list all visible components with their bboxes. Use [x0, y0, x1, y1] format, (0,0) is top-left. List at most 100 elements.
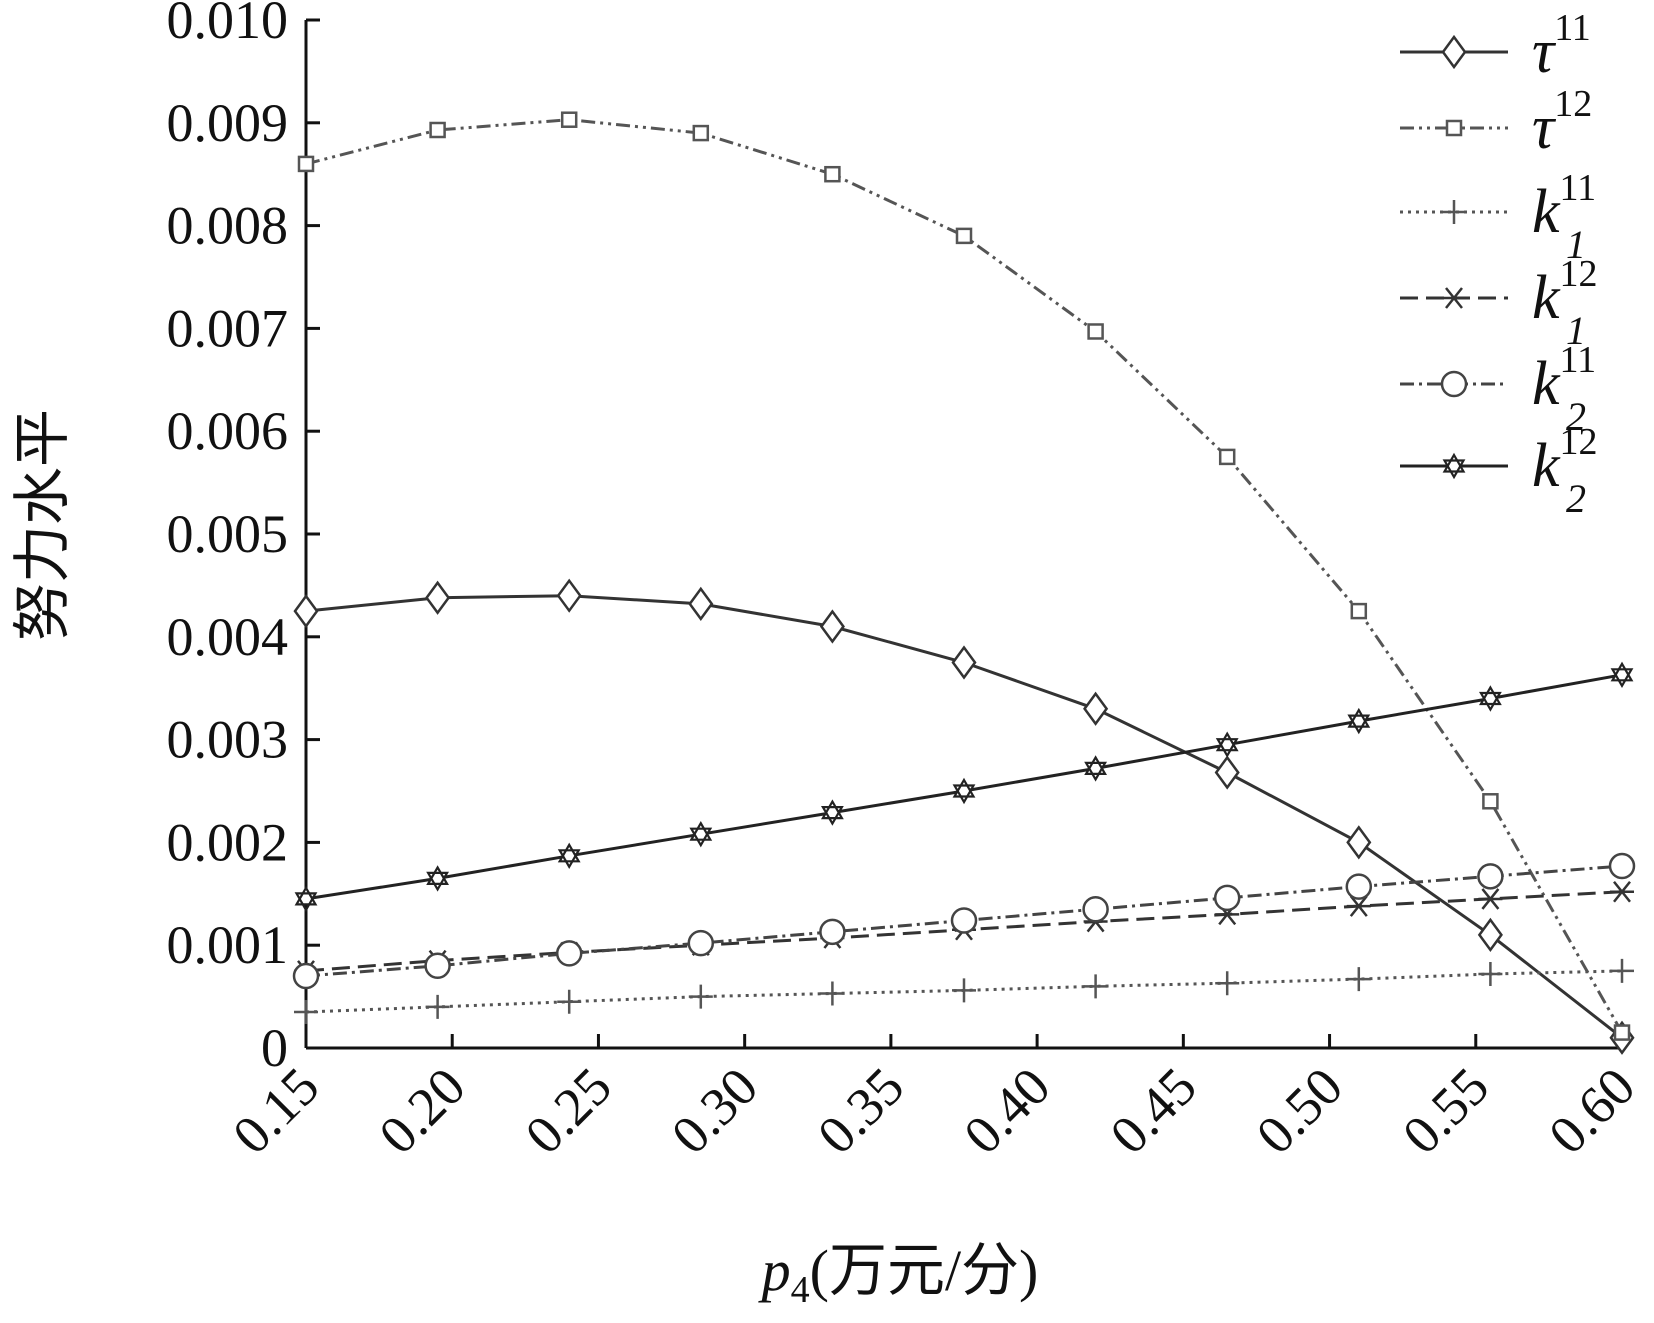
series-line-tau12	[305, 118, 1624, 1034]
legend-subscript: 2	[1566, 476, 1586, 521]
y-axis-title: 努力水平	[10, 409, 75, 641]
x-axis-title: p4(万元/分)	[758, 1238, 1039, 1311]
data-point-tau12	[824, 165, 841, 183]
data-point-k1_12	[1478, 888, 1503, 910]
x-tick-label: 0.50	[1245, 1056, 1354, 1165]
data-point-k1_11	[820, 981, 845, 1006]
y-tick-label: 0.009	[167, 93, 289, 153]
legend-label: τ12	[1532, 83, 1592, 162]
data-point-k2_12	[1610, 661, 1634, 689]
data-point-tau12	[1482, 793, 1499, 810]
data-point-k1_11	[688, 984, 713, 1009]
legend-subscript: 1	[1566, 222, 1586, 267]
data-point-k2_12	[820, 799, 844, 826]
data-point-k1_11	[952, 978, 976, 1003]
data-point-k2_12	[1215, 731, 1239, 758]
data-point-k2_12	[1084, 755, 1108, 782]
series-k2_12	[294, 661, 1634, 913]
data-point-tau12	[692, 124, 710, 142]
series-k2_11	[292, 852, 1636, 990]
x-axis-symbol: p	[758, 1238, 791, 1303]
y-tick-label: 0.002	[167, 812, 289, 872]
data-point-k1_11	[1083, 974, 1108, 999]
y-tick-label: 0.004	[167, 607, 289, 667]
data-point-tau11	[688, 586, 714, 622]
data-point-tau11	[425, 580, 451, 615]
data-point-tau11	[556, 578, 582, 613]
data-point-k2_12	[1478, 685, 1502, 712]
data-point-tau11	[1083, 691, 1109, 726]
x-tick-label: 0.55	[1391, 1056, 1500, 1165]
y-tick-label: 0.007	[167, 298, 289, 358]
data-point-k2_11	[424, 952, 451, 980]
x-tick-label: 0.30	[660, 1056, 769, 1165]
data-point-tau12	[1613, 1024, 1631, 1041]
data-point-k1_11	[1215, 971, 1240, 996]
data-point-k1_11	[294, 1000, 318, 1025]
data-point-k2_11	[1082, 895, 1109, 923]
data-point-k1_11	[1610, 958, 1634, 983]
series-layer	[292, 111, 1636, 1055]
legend-label: k12	[1532, 253, 1598, 332]
legend-marker	[1442, 452, 1466, 480]
data-point-tau11	[1346, 825, 1372, 860]
data-point-k2_12	[1347, 707, 1371, 735]
data-point-tau11	[1214, 755, 1240, 790]
legend-marker	[1441, 34, 1467, 70]
data-point-k1_11	[425, 994, 450, 1019]
data-point-tau12	[1087, 323, 1104, 340]
x-tick-label: 0.35	[806, 1056, 915, 1165]
data-point-tau11	[1477, 917, 1503, 953]
series-k1_11	[294, 958, 1634, 1025]
legend-marker	[1440, 370, 1468, 398]
data-point-k2_11	[1213, 884, 1241, 912]
legend-marker	[1442, 287, 1466, 309]
data-point-k2_12	[294, 885, 318, 913]
legend-label: τ11	[1532, 7, 1591, 86]
data-point-k2_11	[687, 929, 715, 957]
data-point-tau11	[951, 645, 977, 680]
data-point-tau12	[297, 155, 315, 173]
y-tick-label: 0.010	[167, 0, 289, 50]
data-point-tau11	[819, 609, 845, 644]
data-point-tau12	[1218, 448, 1236, 466]
axes: 0 0.001 0.002 0.003 0.004 0.005 0.006 0.007 0.00…	[167, 0, 1647, 1165]
x-tick-label: 0.45	[1099, 1056, 1208, 1165]
data-point-k1_11	[557, 989, 582, 1014]
y-tick-label: 0.001	[167, 915, 289, 975]
legend-label: k11	[1532, 167, 1596, 246]
legend-marker	[1442, 200, 1466, 224]
data-point-k2_11	[292, 962, 320, 990]
x-tick-label: 0.40	[952, 1056, 1061, 1165]
legend-subscript: 1	[1566, 308, 1586, 353]
legend-subscript: 2	[1566, 394, 1586, 439]
y-tick-label: 0.005	[167, 504, 289, 564]
legend-item-tau11: τ11	[1400, 7, 1591, 86]
data-point-k2_11	[1477, 863, 1504, 890]
legend-marker	[1445, 119, 1463, 137]
data-point-k2_11	[950, 907, 978, 934]
data-point-k2_12	[557, 842, 581, 870]
x-tick-label: 0.25	[514, 1056, 623, 1165]
data-point-k2_11	[1608, 852, 1636, 880]
data-point-k2_12	[689, 820, 713, 848]
x-tick-label: 0.15	[221, 1056, 330, 1165]
data-point-k1_11	[1478, 961, 1503, 986]
data-point-k1_11	[1346, 967, 1371, 992]
y-tick-label: 0.006	[167, 401, 289, 461]
data-point-k1_12	[1610, 880, 1634, 903]
series-tau11	[293, 578, 1635, 1055]
data-point-k2_12	[952, 777, 976, 805]
x-axis-unit: (万元/分)	[810, 1238, 1039, 1303]
data-point-tau12	[560, 111, 578, 128]
data-point-tau11	[293, 593, 319, 629]
data-point-k2_11	[555, 940, 583, 967]
data-point-k2_11	[1345, 873, 1373, 900]
y-tick-label: 0	[261, 1018, 288, 1078]
